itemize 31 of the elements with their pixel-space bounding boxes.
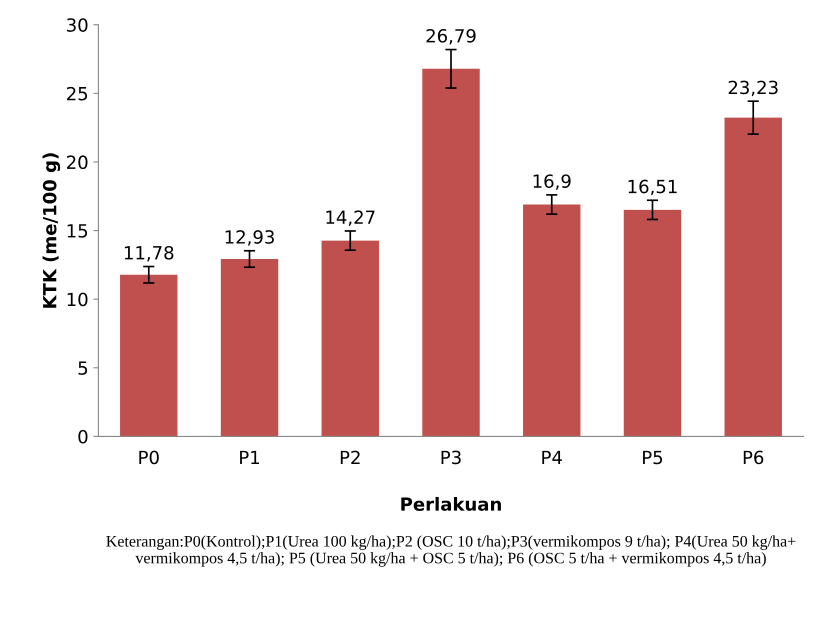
x-tick-label: P1 bbox=[240, 450, 260, 464]
bar bbox=[220, 258, 278, 436]
x-axis-title: Perlakuan bbox=[401, 496, 501, 511]
x-tick-label: P4 bbox=[542, 450, 562, 464]
text: Keterangan:P0(Kontrol);P1(Urea 100 kg/ha);P2 (OSC 10 t/ha);P3(vermikompos 9 t/ha); P4(Urea 50 kg/ha+ vermikompos 4,5 t/ha); P5 (Urea 50 kg/ha + OSC 5 t/ha); P6 (OSC 5 t/ha + vermikompos 4,5 t/ha) bbox=[106, 535, 796, 567]
x-tick-label: P3 bbox=[442, 450, 461, 464]
bar bbox=[724, 118, 782, 436]
bar bbox=[422, 68, 480, 436]
y-tick-label: 20 bbox=[67, 155, 88, 170]
data-label: 16,9 bbox=[534, 174, 571, 190]
y-tick-label: 25 bbox=[67, 86, 88, 100]
bar bbox=[523, 204, 580, 436]
x-tick-label: P0 bbox=[139, 450, 159, 464]
y-tick-label: 10 bbox=[68, 292, 88, 306]
x-tick-label: P5 bbox=[643, 450, 662, 464]
data-label: 23,23 bbox=[728, 80, 778, 96]
x-tick-label: P2 bbox=[340, 450, 360, 464]
data-label: 26,79 bbox=[426, 29, 476, 45]
data-label: 12,93 bbox=[226, 230, 274, 246]
bar bbox=[322, 240, 379, 436]
bar bbox=[624, 210, 682, 436]
y-tick-label: 15 bbox=[68, 224, 88, 238]
x-tick-label: P6 bbox=[744, 450, 764, 464]
y-tick-label: 30 bbox=[67, 18, 88, 32]
y-axis-title: KTK (me/100 g) bbox=[42, 153, 60, 308]
y-tick-label: 0 bbox=[78, 430, 88, 444]
data-label: 11,78 bbox=[124, 246, 174, 262]
data-label: 14,27 bbox=[326, 210, 375, 226]
data-label: 16,51 bbox=[628, 180, 677, 196]
bar bbox=[120, 274, 178, 436]
y-tick-label: 5 bbox=[78, 361, 88, 375]
